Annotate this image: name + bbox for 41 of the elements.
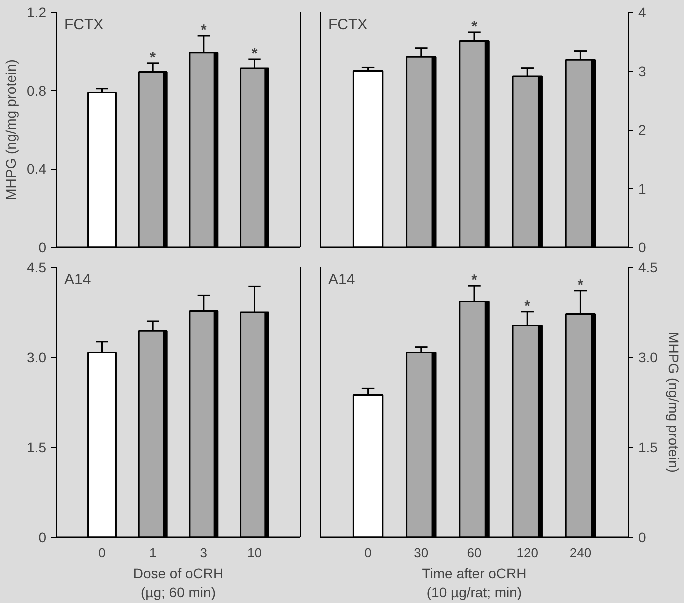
- annotation: *: [472, 272, 478, 290]
- x-tick-label: 60: [467, 546, 482, 560]
- y-tick-label: 1.5: [638, 440, 658, 456]
- annotation: *: [472, 18, 478, 36]
- chart-title: A14: [328, 272, 356, 288]
- chart-title: A14: [64, 272, 92, 288]
- y-tick-label: 1.5: [27, 440, 47, 456]
- y-tick-label: 4.5: [638, 260, 658, 276]
- y-tick-label: 0: [38, 530, 47, 546]
- x-axis-title: Dose of oCRH (µg; 60 min): [133, 566, 224, 601]
- annotation: *: [150, 49, 156, 66]
- annotation: *: [201, 22, 207, 39]
- y-tick-label: 4: [638, 4, 646, 20]
- y-tick-label: 2: [638, 122, 646, 138]
- x-tick-label: 1: [149, 546, 157, 560]
- x-tick-label: 240: [570, 546, 592, 560]
- y-tick-label: 0.8: [27, 82, 47, 99]
- x-tick-label: 3: [200, 546, 208, 560]
- y-tick-label: 0: [38, 240, 47, 256]
- y-tick-label: 3.0: [27, 350, 47, 366]
- y-tick-label: 0: [638, 240, 646, 256]
- annotation: *: [252, 46, 258, 62]
- x-tick-label: 120: [516, 546, 538, 560]
- x-axis-title: Time after oCRH (10 µg/rat; min): [422, 566, 527, 601]
- annotation: *: [524, 298, 531, 315]
- y-tick-label: 0: [638, 530, 646, 546]
- y-tick-label: 4.5: [27, 260, 47, 276]
- y-tick-label: 3: [638, 63, 646, 80]
- y-tick-label: 3.0: [638, 350, 658, 366]
- x-tick-label: 10: [248, 546, 262, 560]
- y-tick-label: 0.4: [27, 161, 47, 178]
- x-tick-label: 0: [98, 546, 106, 560]
- y-axis-title: MHPG (ng/mg protein): [666, 332, 682, 473]
- x-tick-label: 30: [414, 546, 429, 560]
- y-tick-label: 1.2: [27, 4, 47, 20]
- chart-title: FCTX: [64, 16, 104, 34]
- annotation: *: [578, 276, 584, 294]
- x-tick-label: 0: [364, 546, 372, 560]
- y-tick-label: 1: [638, 180, 646, 197]
- chart-title: FCTX: [328, 16, 368, 34]
- y-axis-title: MHPG (ng/mg protein): [3, 60, 20, 200]
